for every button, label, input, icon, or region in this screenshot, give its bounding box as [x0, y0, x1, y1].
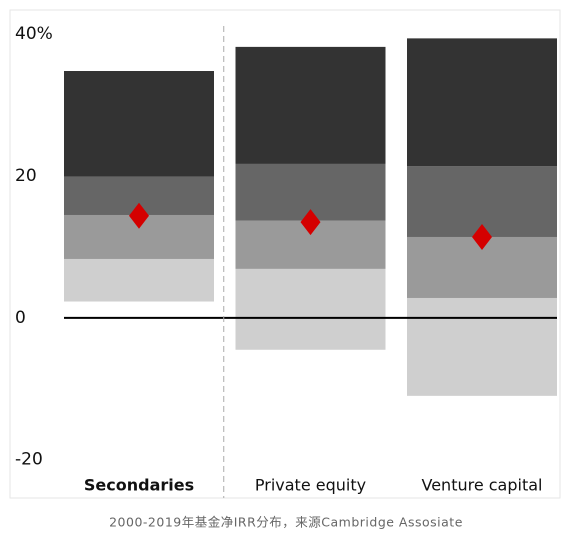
y-tick-label: 40% — [15, 24, 53, 44]
median-marker — [129, 202, 149, 229]
category-label: Private equity — [255, 476, 366, 495]
median-marker — [472, 223, 492, 250]
frame — [9, 9, 561, 499]
category-label: Secondaries — [84, 476, 194, 495]
y-tick-label: 20 — [15, 166, 37, 186]
median-marker — [300, 209, 321, 236]
range-band — [235, 268, 386, 350]
y-tick-label: 0 — [15, 308, 26, 328]
y-tick-label: -20 — [15, 450, 43, 470]
range-band — [64, 71, 214, 177]
caption: 2000-2019年基金净IRR分布，来源Cambridge Assosiate — [109, 515, 463, 530]
range-band — [64, 258, 214, 302]
range-band — [407, 297, 557, 396]
range-band — [235, 46, 386, 164]
range-band — [407, 38, 557, 167]
category-label: Venture capital — [422, 476, 543, 495]
